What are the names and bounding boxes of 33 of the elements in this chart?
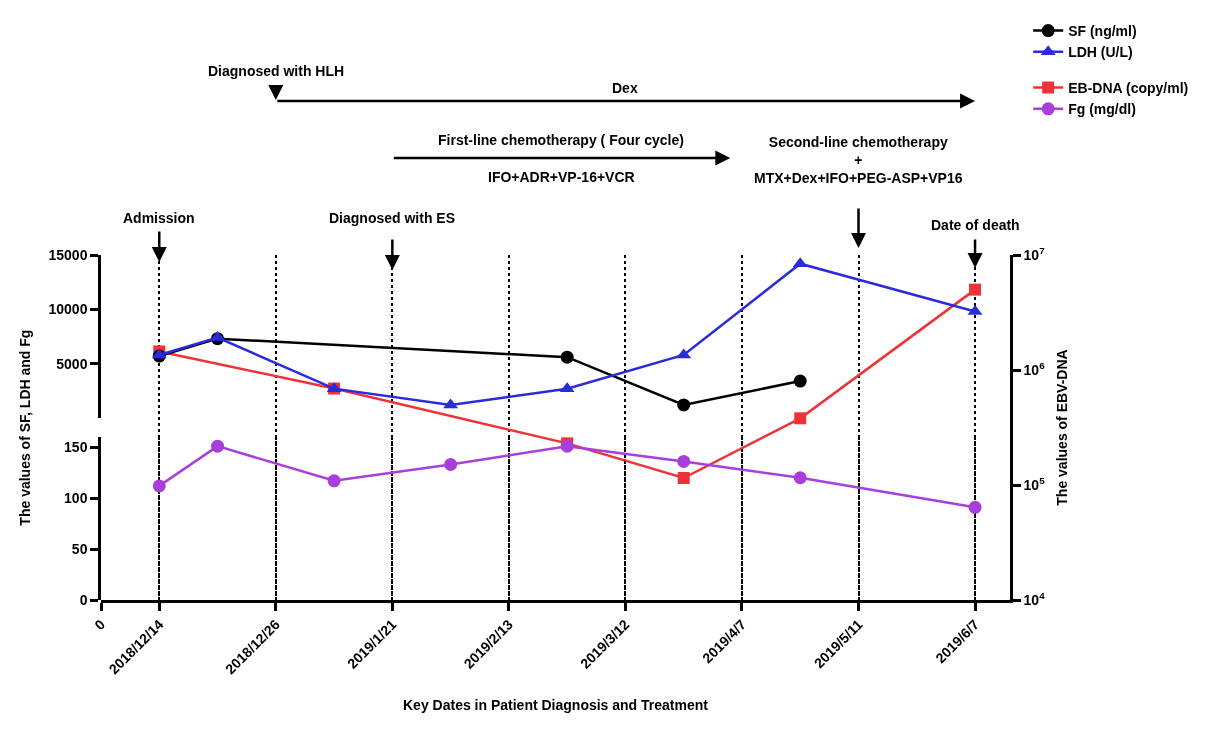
- y-tick-label: 5000: [56, 355, 88, 372]
- text: Diagnosed with HLH: [208, 63, 345, 79]
- text: Admission: [123, 210, 195, 226]
- text: Second-line chemotherapy + MTX+Dex+IFO+PEG-ASP+VP16: [754, 134, 963, 187]
- y2-tick-label: 150: [64, 439, 88, 456]
- y2-tick-label: 50: [71, 540, 88, 557]
- y-tick-label: 15000: [48, 246, 88, 263]
- y-tick-label: 10$^{7}$: [1023, 245, 1046, 263]
- point: [969, 283, 982, 296]
- y-tick-label: 10$^{6}$: [1023, 360, 1046, 378]
- text: IFO+ADR+VP-16+VCR: [488, 169, 635, 185]
- point: [677, 398, 691, 412]
- y2-axis-title: The values of SF, LDH and Fg: [16, 329, 33, 526]
- x-tick-label: 0: [91, 616, 109, 634]
- legend-label: Fg (mg/dl): [1068, 101, 1136, 118]
- point: [793, 374, 807, 388]
- y-tick-label: 10$^{4}$: [1023, 590, 1046, 608]
- text: First-line chemotherapy ( Four cycle): [438, 132, 684, 148]
- y2-tick-label: 0: [79, 591, 88, 608]
- point: [794, 412, 807, 425]
- text: Diagnosed with ES: [329, 210, 456, 226]
- y-axis-title: The values of EBV-DNA: [1054, 349, 1071, 506]
- text: Date of death: [931, 217, 1020, 233]
- point: [560, 350, 574, 364]
- x-axis-title: Key Dates in Patient Diagnosis and Treatment: [403, 697, 709, 713]
- text: Dex: [612, 80, 638, 96]
- legend-label: SF (ng/ml): [1068, 23, 1137, 40]
- point: [677, 472, 690, 485]
- y-tick-label: 10000: [48, 301, 88, 318]
- legend-label: LDH (U/L): [1068, 44, 1133, 61]
- y-tick-label: 10$^{5}$: [1023, 475, 1046, 493]
- legend-label: EB-DNA (copy/ml): [1068, 80, 1189, 97]
- y2-tick-label: 100: [64, 490, 88, 507]
